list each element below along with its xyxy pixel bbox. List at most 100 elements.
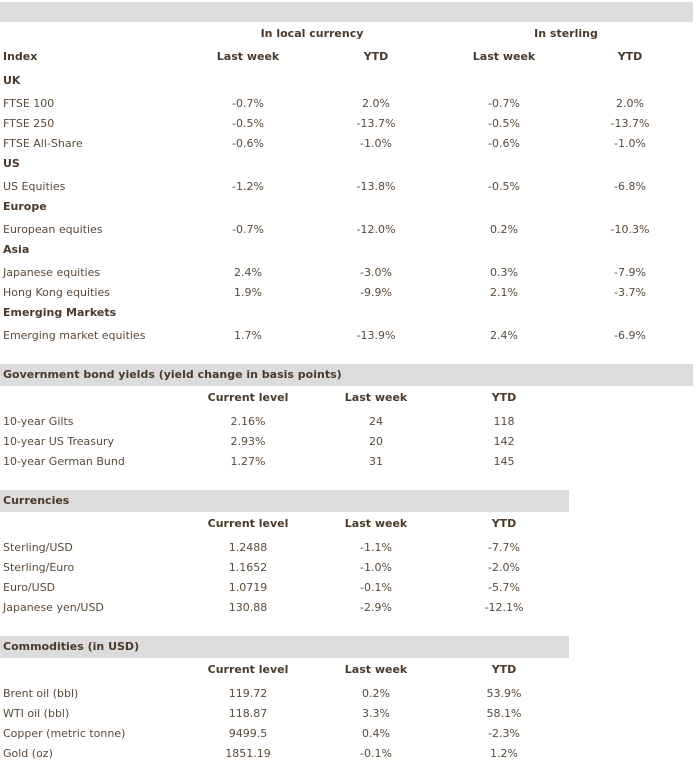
- cell-value: -0.1%: [360, 581, 392, 594]
- cell-value: -2.9%: [360, 601, 392, 614]
- row-label: 10-year German Bund: [3, 455, 125, 468]
- cell-value: -0.5%: [232, 117, 264, 130]
- cell-value: 1.1652: [228, 561, 268, 574]
- cell-value: 1.2%: [490, 747, 518, 760]
- cell-value: 0.3%: [490, 266, 518, 279]
- cell-value: 1.7%: [234, 329, 262, 342]
- cell-value: 2.0%: [362, 97, 390, 110]
- section-title: Europe: [3, 200, 47, 213]
- cell-value: 118.87: [228, 707, 268, 720]
- cell-value: -1.0%: [614, 137, 646, 150]
- cell-value: 1.2488: [228, 541, 268, 554]
- cell-value: -12.1%: [484, 601, 524, 614]
- bonds-title: Government bond yields (yield change in …: [3, 368, 342, 381]
- row-label: FTSE 100: [3, 97, 55, 110]
- cell-value: -9.9%: [360, 286, 392, 299]
- row-label: Sterling/Euro: [3, 561, 75, 574]
- cell-value: -0.5%: [488, 117, 520, 130]
- section-title: Emerging Markets: [3, 306, 117, 319]
- column-header: Current level: [207, 391, 289, 404]
- column-header-index: Index: [3, 50, 38, 63]
- column-header: Last week: [344, 391, 408, 404]
- cell-value: -0.6%: [488, 137, 520, 150]
- row-label: US Equities: [3, 180, 66, 193]
- cell-value: -7.7%: [488, 541, 520, 554]
- column-header-local-ytd: YTD: [363, 50, 389, 63]
- cell-value: 0.2%: [490, 223, 518, 236]
- cell-value: -6.9%: [614, 329, 646, 342]
- column-header-sterling-ytd: YTD: [617, 50, 643, 63]
- column-header: Last week: [344, 517, 408, 530]
- cell-value: -1.1%: [360, 541, 392, 554]
- column-header: Current level: [207, 517, 289, 530]
- cell-value: -3.7%: [614, 286, 646, 299]
- group-header-sterling: In sterling: [534, 27, 598, 40]
- cell-value: 1851.19: [225, 747, 271, 760]
- cell-value: 145: [493, 455, 515, 468]
- cell-value: 2.1%: [490, 286, 518, 299]
- row-label: Euro/USD: [3, 581, 56, 594]
- cell-value: -0.5%: [488, 180, 520, 193]
- section-title: Asia: [3, 243, 30, 256]
- row-label: Hong Kong equities: [3, 286, 110, 299]
- cell-value: 0.4%: [362, 727, 390, 740]
- cell-value: 2.4%: [490, 329, 518, 342]
- cell-value: -3.0%: [360, 266, 392, 279]
- row-label: WTI oil (bbl): [3, 707, 70, 720]
- cell-value: -5.7%: [488, 581, 520, 594]
- commodities-title: Commodities (in USD): [3, 640, 140, 653]
- commodities-title-band: [0, 636, 569, 658]
- column-header: Current level: [207, 663, 289, 676]
- row-label: Copper (metric tonne): [3, 727, 126, 740]
- row-label: Emerging market equities: [3, 329, 146, 342]
- cell-value: 9499.5: [228, 727, 268, 740]
- row-label: FTSE 250: [3, 117, 55, 130]
- cell-value: -1.2%: [232, 180, 264, 193]
- row-label: Japanese yen/USD: [3, 601, 104, 614]
- cell-value: -0.7%: [232, 223, 264, 236]
- cell-value: 3.3%: [362, 707, 390, 720]
- column-header: YTD: [491, 663, 517, 676]
- cell-value: -2.3%: [488, 727, 520, 740]
- row-label: Gold (oz): [3, 747, 53, 760]
- cell-value: 119.72: [228, 687, 268, 700]
- column-header-sterling-last-week: Last week: [472, 50, 536, 63]
- column-header: YTD: [491, 517, 517, 530]
- cell-value: -10.3%: [610, 223, 650, 236]
- cell-value: 2.4%: [234, 266, 262, 279]
- cell-value: 2.16%: [230, 415, 266, 428]
- row-label: Sterling/USD: [3, 541, 73, 554]
- cell-value: -12.0%: [356, 223, 396, 236]
- cell-value: 20: [369, 435, 383, 448]
- cell-value: 58.1%: [486, 707, 522, 720]
- column-header: YTD: [491, 391, 517, 404]
- cell-value: 142: [493, 435, 515, 448]
- cell-value: -1.0%: [360, 137, 392, 150]
- top-header-band: [0, 2, 693, 22]
- row-label: FTSE All-Share: [3, 137, 83, 150]
- cell-value: 1.9%: [234, 286, 262, 299]
- cell-value: 2.93%: [230, 435, 266, 448]
- cell-value: 31: [369, 455, 383, 468]
- cell-value: -0.1%: [360, 747, 392, 760]
- cell-value: 24: [369, 415, 383, 428]
- column-header-local-last-week: Last week: [216, 50, 280, 63]
- row-label: Brent oil (bbl): [3, 687, 79, 700]
- cell-value: -0.7%: [488, 97, 520, 110]
- group-header-local: In local currency: [260, 27, 364, 40]
- cell-value: -6.8%: [614, 180, 646, 193]
- row-label: European equities: [3, 223, 103, 236]
- cell-value: -13.8%: [356, 180, 396, 193]
- section-title: UK: [3, 74, 21, 87]
- cell-value: 118: [493, 415, 515, 428]
- cell-value: -0.7%: [232, 97, 264, 110]
- cell-value: -13.7%: [356, 117, 396, 130]
- cell-value: 2.0%: [616, 97, 644, 110]
- cell-value: 0.2%: [362, 687, 390, 700]
- row-label: 10-year US Treasury: [3, 435, 114, 448]
- cell-value: -7.9%: [614, 266, 646, 279]
- currencies-title: Currencies: [3, 494, 70, 507]
- row-label: 10-year Gilts: [3, 415, 74, 428]
- bonds-title-band: [0, 364, 693, 386]
- cell-value: 130.88: [228, 601, 268, 614]
